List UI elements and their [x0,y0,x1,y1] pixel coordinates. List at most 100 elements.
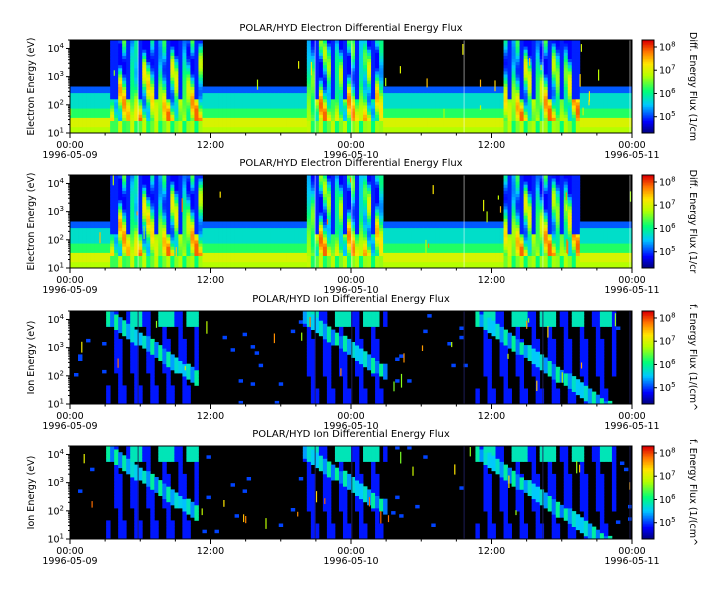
heatmap-cell [274,108,280,112]
heatmap-cell [310,215,316,219]
heatmap-cell [359,196,364,201]
heatmap-cell [186,114,191,118]
heatmap-cell [519,52,525,56]
heatmap-cell [503,95,508,100]
heatmap-cell [158,261,163,266]
heatmap-cell [391,126,396,131]
heatmap-cell [106,126,111,131]
heatmap-cell [154,249,159,253]
heatmap-cell [351,74,356,78]
heatmap-cell [371,264,376,269]
heatmap-cell [298,237,304,241]
heatmap-cell [515,46,520,50]
heatmap-cell [355,181,360,185]
heatmap-cell [150,111,155,115]
heatmap-cell [563,55,569,59]
heatmap-cell [154,233,159,238]
heatmap-cell [70,86,75,90]
heatmap-cell [294,264,300,269]
heatmap-cell [222,117,227,121]
heatmap-cell [178,264,183,269]
heatmap-cell [102,252,107,256]
heatmap-cell [290,240,296,244]
heatmap-cell [491,129,496,134]
heatmap-cell [182,86,187,90]
heatmap-cell [166,221,171,225]
heatmap-cell [503,105,508,109]
flux-spike [298,61,300,69]
heatmap-cell [306,67,312,72]
colorbar-swatch [642,106,654,109]
heatmap-cell [559,67,565,72]
heatmap-cell [266,264,272,269]
heatmap-cell [363,175,368,179]
heatmap-cell [447,129,452,134]
heatmap-cell [322,246,328,250]
heatmap-cell [142,178,147,182]
heatmap-cell [499,126,504,131]
heatmap-cell [355,218,360,222]
heatmap-cell [330,246,336,250]
heatmap-cell [254,102,260,106]
heatmap-cell [118,49,123,53]
heatmap-cell [250,233,256,238]
heatmap-cell [346,74,352,78]
heatmap-cell [375,40,380,44]
heatmap-cell [507,86,512,90]
heatmap-cell [194,190,199,194]
heatmap-cell [190,102,195,106]
heatmap-cell [218,120,223,125]
heatmap-cell [146,243,151,247]
heatmap-cell [523,123,529,128]
heatmap-cell [102,123,107,128]
heatmap-cell [122,206,127,210]
heatmap-cell [290,95,296,100]
heatmap-cell [314,190,320,194]
heatmap-cell [150,98,155,103]
heatmap-cell [306,120,312,125]
heatmap-cell [527,55,533,59]
heatmap-cell [367,175,372,179]
heatmap-cell [290,227,296,232]
flux-spike [399,66,401,74]
heatmap-cell [383,120,388,125]
heatmap-cell [230,227,235,232]
heatmap-cell [178,77,183,81]
heatmap-cell [338,55,344,59]
heatmap-cell [379,67,384,72]
heatmap-cell [302,252,308,256]
heatmap-cell [290,108,296,112]
heatmap-cell [367,89,372,94]
heatmap-cell [146,206,151,210]
heatmap-cell [503,43,508,47]
heatmap-cell [174,175,179,179]
heatmap-cell [134,64,139,69]
heatmap-cell [383,86,388,90]
heatmap-cell [270,89,276,94]
heatmap-cell [94,255,99,260]
heatmap-cell [146,221,151,225]
heatmap-cell [162,240,167,244]
heatmap-cell [274,89,280,94]
heatmap-cell [455,120,460,125]
heatmap-cell [583,117,589,121]
heatmap-cell [359,123,364,128]
heatmap-cell [491,120,496,125]
heatmap-cell [266,230,272,235]
heatmap-cell [310,227,316,232]
heatmap-cell [475,120,480,125]
heatmap-cell [330,193,336,198]
heatmap-cell [346,80,352,84]
heatmap-cell [375,83,380,87]
heatmap-cell [310,261,316,266]
heatmap-cell [190,246,195,250]
heatmap-cell [134,249,139,253]
heatmap-cell [367,224,372,229]
flux-spike [580,44,582,52]
heatmap-cell [134,224,139,229]
heatmap-cell [306,80,312,84]
heatmap-cell [359,230,364,235]
heatmap-cell [346,193,352,198]
heatmap-cell [575,83,581,87]
colorbar-swatch [642,50,654,53]
